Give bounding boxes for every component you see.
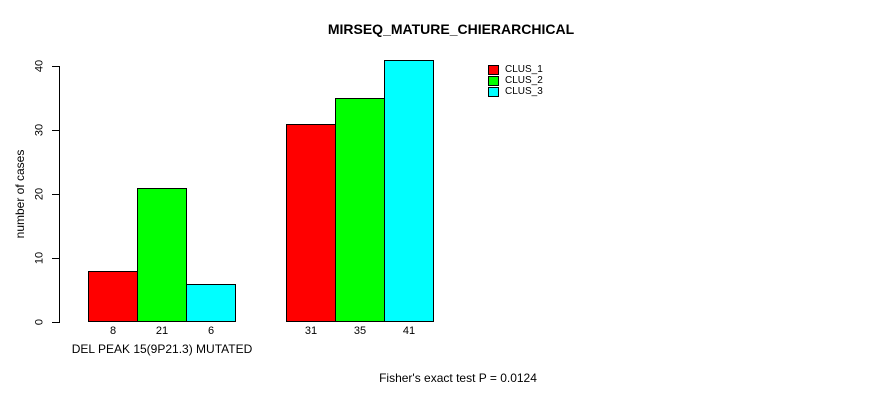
y-axis-tick (52, 322, 59, 323)
y-axis-tick (52, 194, 59, 195)
bar-clus_3-group2 (384, 60, 434, 322)
y-axis-line (59, 66, 60, 323)
y-axis-tick (52, 130, 59, 131)
legend-entry: CLUS_2 (488, 76, 543, 86)
y-axis-tick-label: 40 (33, 59, 46, 73)
y-axis-tick-label: 30 (33, 123, 46, 137)
bar-clus_2-group2 (335, 98, 385, 322)
y-axis-tick-label: 0 (33, 318, 46, 326)
bar-value-label: 31 (304, 325, 318, 337)
bar-clus_1-group1 (88, 271, 138, 322)
y-axis-tick-label: 20 (33, 187, 46, 201)
legend-label: CLUS_2 (505, 75, 543, 86)
legend-label: CLUS_1 (505, 64, 543, 75)
y-axis-tick-label: 10 (33, 251, 46, 265)
x-axis-category-label: DEL PEAK 15(9P21.3) MUTATED (71, 342, 253, 356)
bar-value-label: 41 (402, 325, 416, 337)
annotation-text: Fisher's exact test P = 0.0124 (379, 371, 537, 385)
chart-title: MIRSEQ_MATURE_CHIERARCHICAL (327, 21, 575, 37)
bar-value-label: 6 (207, 325, 215, 337)
y-axis-tick (52, 258, 59, 259)
legend: CLUS_1 CLUS_2 CLUS_3 (488, 65, 543, 97)
bar-clus_1-group2 (286, 124, 336, 322)
bar-value-label: 8 (109, 325, 117, 337)
legend-entry: CLUS_1 (488, 65, 543, 75)
bar-value-label: 35 (353, 325, 367, 337)
legend-swatch-clus_3 (488, 87, 499, 97)
legend-swatch-clus_2 (488, 76, 499, 86)
legend-swatch-clus_1 (488, 65, 499, 75)
legend-label: CLUS_3 (505, 86, 543, 97)
bar-clus_3-group1 (186, 284, 236, 322)
legend-entry: CLUS_3 (488, 87, 543, 97)
y-axis-tick (52, 66, 59, 67)
bar-clus_2-group1 (137, 188, 187, 322)
bar-value-label: 21 (155, 325, 169, 337)
